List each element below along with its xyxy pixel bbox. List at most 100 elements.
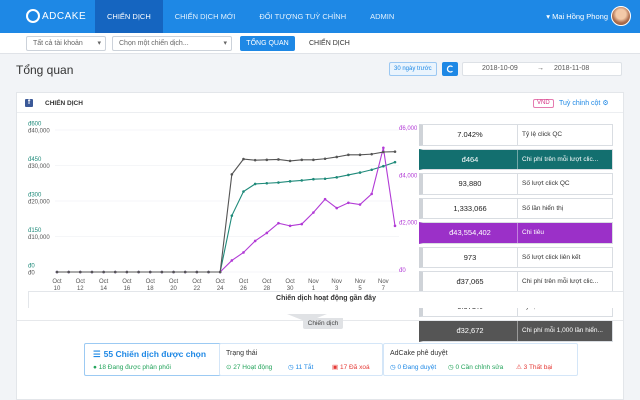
data-point: [335, 155, 339, 159]
pending-filter[interactable]: ◷ 0 Đang duyệt: [390, 363, 436, 371]
data-point: [253, 158, 257, 162]
metric-label: Chi phí trên mỗi lượt clic...: [522, 278, 599, 285]
off-filter[interactable]: ◷ 11 Tắt: [288, 363, 313, 371]
recent-campaigns-title: Chiến dịch hoạt động gần đây: [276, 295, 376, 302]
nav-custom-audience[interactable]: ĐỐI TƯỢNG TUỲ CHỈNH: [259, 12, 347, 21]
data-point: [393, 160, 397, 164]
metric-value: 1,333,066: [423, 198, 518, 218]
brand-name: ADCAKE: [42, 11, 87, 22]
x-axis-tick: Oct: [122, 279, 132, 285]
data-point: [67, 270, 70, 274]
data-point: [370, 152, 373, 156]
data-point: [370, 192, 373, 196]
data-point: [102, 270, 105, 274]
data-point: [323, 157, 327, 161]
metric-row[interactable]: đ32,672 Chi phí mỗi 1,000 lần hiển...: [419, 320, 613, 342]
x-axis-tick: Oct: [216, 279, 226, 285]
pending-label: 0 Đang duyệt: [397, 364, 437, 371]
metric-row[interactable]: 93,880 Số lượt click QC: [419, 173, 613, 195]
adcake-logo-icon: [26, 9, 40, 23]
x-axis-tick: 1: [312, 286, 316, 292]
account-select[interactable]: Tất cả tài khoản ▾: [26, 36, 106, 51]
data-point: [382, 150, 385, 154]
x-axis-tick: 3: [335, 286, 339, 292]
edit-icon: ◷: [448, 364, 456, 371]
data-point: [358, 203, 362, 206]
chart: đ600 đ40,000 đ450 đ30,000 đ300 đ20,000 đ150 đ10…: [17, 115, 430, 315]
tab-campaigns[interactable]: Chiến dịch: [303, 318, 343, 329]
metric-label: Chi phí mỗi 1,000 lần hiển...: [522, 327, 603, 334]
data-point: [90, 270, 94, 274]
date-from: 2018-10-09: [482, 65, 518, 72]
data-point: [265, 158, 269, 162]
metric-row[interactable]: đ43,554,402 Chi tiêu: [419, 222, 613, 244]
deleted-label: 17 Đã xoá: [339, 364, 370, 371]
metric-label: Chi phí trên mỗi lượt clic...: [522, 155, 599, 163]
selected-campaigns: ☰ 55 Chiến dịch được chọn: [93, 349, 206, 360]
data-point: [277, 158, 280, 161]
card-header: f CHIẾN DỊCH VND Tuỳ chỉnh cột ⚙: [17, 93, 623, 113]
x-axis-tick: Oct: [285, 279, 295, 285]
calendar-button[interactable]: [442, 62, 458, 76]
data-point: [382, 146, 385, 150]
data-point: [160, 270, 164, 274]
data-point: [230, 173, 234, 176]
data-point: [55, 270, 59, 274]
metric-value: đ464: [423, 149, 518, 169]
x-axis-tick: 5: [358, 286, 362, 292]
failed-filter[interactable]: ⚠ 3 Thất bại: [516, 363, 552, 371]
metric-row[interactable]: đ464 Chi phí trên mỗi lượt clic...: [419, 148, 613, 170]
status-box: Trạng thái ⊙ 27 Hoạt động ◷ 11 Tắt ▣ 17 …: [219, 343, 383, 376]
overview-button[interactable]: TỔNG QUAN: [240, 36, 295, 51]
left-axis-tick: đ0: [28, 271, 35, 277]
x-axis-tick: Oct: [192, 279, 202, 285]
chevron-down-icon: ▾: [546, 12, 551, 21]
left-axis-tick: đ300: [28, 193, 42, 199]
data-point: [242, 190, 245, 193]
distributing-label: 18 Đang được phân phối: [98, 364, 171, 371]
metric-value: đ43,554,402: [423, 223, 518, 243]
selected-campaigns-box[interactable]: ☰ 55 Chiến dịch được chọn ● 18 Đang được …: [84, 343, 224, 376]
x-axis-tick: 16: [124, 286, 131, 292]
metric-row[interactable]: đ37,065 Chi phí trên mỗi lượt clic...: [419, 271, 613, 293]
active-filter[interactable]: ⊙ 27 Hoạt động: [226, 363, 272, 371]
nav-campaigns[interactable]: CHIẾN DỊCH: [95, 0, 163, 33]
chevron-down-icon: ▾: [97, 40, 101, 47]
campaign-card: f CHIẾN DỊCH VND Tuỳ chỉnh cột ⚙ đ600 đ40…: [16, 92, 624, 400]
metric-value: 7.042%: [423, 125, 518, 145]
x-axis-tick: Oct: [76, 279, 86, 285]
campaign-select[interactable]: Chọn một chiến dịch... ▾: [112, 36, 232, 51]
recent-campaigns-card: Chiến dịch hoạt động gần đây: [28, 291, 624, 308]
data-point: [323, 177, 327, 181]
data-point: [312, 158, 315, 162]
data-point: [125, 270, 129, 274]
data-point: [312, 177, 315, 181]
campaign-tab-link[interactable]: CHIẾN DỊCH: [309, 40, 350, 47]
data-point: [172, 270, 175, 274]
nav-new-campaign[interactable]: CHIẾN DỊCH MỚI: [174, 12, 236, 21]
data-point: [370, 168, 373, 172]
facebook-icon: f: [25, 99, 33, 107]
customize-columns-link[interactable]: Tuỳ chỉnh cột ⚙: [559, 99, 609, 107]
last-30-days-button[interactable]: 30 ngày trước: [389, 62, 437, 76]
metric-row[interactable]: 7.042% Tỷ lệ click QC: [419, 124, 613, 146]
nav-admin[interactable]: ADMIN: [370, 12, 395, 21]
failed-label: 3 Thất bại: [523, 364, 553, 371]
stack-icon: ☰: [93, 349, 101, 359]
need-edit-filter[interactable]: ◷ 0 Cần chỉnh sửa: [448, 363, 503, 371]
metric-row[interactable]: 1,333,066 Số lần hiển thị: [419, 197, 613, 219]
deleted-filter[interactable]: ▣ 17 Đã xoá: [332, 363, 370, 371]
data-point: [195, 270, 199, 274]
date-range-input[interactable]: 2018-10-09 → 2018-11-08: [462, 62, 622, 76]
metric-row[interactable]: 973 Số lượt click liên kết: [419, 246, 613, 268]
campaign-select-placeholder: Chọn một chiến dịch...: [119, 40, 189, 47]
metric-value: đ32,672: [423, 321, 518, 341]
brand[interactable]: ADCAKE: [0, 0, 95, 33]
user-menu[interactable]: ▾ Mai Hồng Phong: [546, 0, 608, 33]
data-point: [288, 224, 292, 228]
selected-campaigns-label: 55 Chiến dịch được chọn: [103, 349, 207, 359]
data-point: [300, 158, 304, 162]
avatar[interactable]: [611, 6, 631, 26]
x-axis-tick: Oct: [146, 279, 156, 285]
